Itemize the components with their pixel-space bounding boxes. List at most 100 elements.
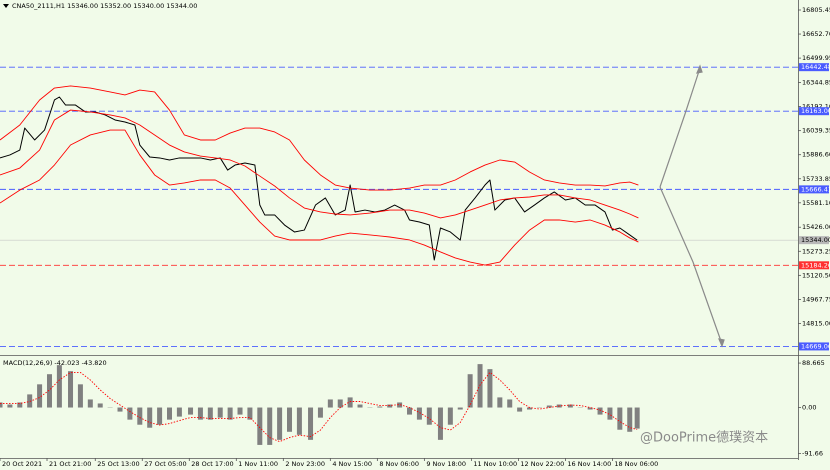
histogram-bar (517, 407, 523, 412)
y-tick-label: 15581.10 (802, 199, 830, 207)
histogram-bar (377, 406, 383, 408)
chart-title: CNA50_2111,H1 15346.00 15352.00 15340.00… (12, 2, 197, 10)
histogram-bar (277, 407, 283, 440)
histogram-bar (117, 407, 123, 412)
x-tick-label: 21 Oct 21:00 (49, 460, 91, 468)
y-tick-label: 15886.60 (802, 151, 830, 159)
histogram-bar (157, 407, 163, 425)
histogram-bar (357, 404, 363, 408)
histogram-bar (407, 407, 413, 415)
plot-area: 16805.45 16652.70 16499.95 16344.85 16192.10… (0, 6, 830, 468)
menu-icon[interactable] (3, 4, 9, 8)
histogram-bar (597, 407, 603, 415)
x-tick-label: 9 Nov 18:00 (426, 460, 466, 468)
histogram-bar (197, 407, 203, 420)
level-tag (799, 185, 829, 194)
y-tick-label: -91.66 (802, 449, 823, 457)
histogram-bar (308, 407, 314, 440)
histogram-bar (217, 407, 223, 418)
histogram-bar (587, 407, 593, 410)
last-price-label: 15344.00 (801, 236, 830, 244)
histogram-bar (607, 407, 613, 420)
histogram-bar (77, 384, 83, 408)
histogram-bar (426, 407, 432, 425)
x-tick-label: 12 Nov 22:00 (520, 460, 564, 468)
histogram-bar (137, 407, 143, 425)
histogram-bar (546, 405, 552, 408)
level-tag (799, 107, 829, 116)
histogram-bar (227, 407, 233, 420)
watermark: @DooPrime德璞资本 (640, 431, 768, 446)
histogram-bar (397, 402, 403, 408)
histogram-bar (207, 407, 213, 420)
y-tick-label: 15426.00 (802, 223, 830, 231)
histogram-bar (527, 407, 533, 410)
histogram-bar (147, 407, 153, 428)
y-tick-label: 16344.85 (802, 79, 830, 87)
y-tick-label: 16192.10 (802, 103, 830, 111)
histogram-bar (437, 407, 443, 440)
x-tick-label: 27 Oct 05:00 (144, 460, 186, 468)
y-tick-label: 14815.00 (802, 319, 830, 327)
y-tick-label: 16039.35 (802, 127, 830, 135)
histogram-bar (87, 399, 93, 408)
histogram-bar (257, 407, 263, 445)
histogram-bar (56, 365, 62, 408)
histogram-bar (457, 407, 463, 410)
histogram-bar (416, 407, 422, 420)
histogram-bar (627, 407, 633, 432)
arrow-down (659, 186, 723, 345)
histogram-bar (337, 399, 343, 408)
y-tick-label: 15120.50 (802, 271, 830, 279)
histogram-bar (166, 407, 172, 420)
histogram-bar (7, 404, 13, 408)
histogram-bar (267, 407, 273, 445)
level-label: 15666.41 (801, 185, 830, 193)
y-tick-label: 15733.85 (802, 175, 830, 183)
price-line (0, 96, 638, 261)
histogram-bar (447, 407, 453, 425)
histogram-bar (287, 407, 293, 432)
histogram-bar (68, 371, 74, 408)
histogram-bar (296, 407, 302, 435)
histogram-bar (387, 404, 393, 408)
arrow-up (659, 67, 701, 188)
signal-line (0, 371, 638, 443)
histogram-bar (176, 407, 182, 417)
x-tick-label: 20 Oct 2021 (2, 460, 42, 468)
x-tick-label: 18 Nov 06:00 (614, 460, 658, 468)
y-tick-label: 0.00 (802, 404, 816, 412)
histogram-bar (487, 369, 493, 408)
histogram-bar (497, 397, 503, 408)
histogram-bar (37, 384, 43, 408)
arrow-head (717, 338, 725, 348)
histogram-bar (46, 374, 52, 408)
band-line (0, 109, 639, 219)
histogram-bar (617, 407, 623, 430)
histogram-bar (567, 404, 573, 408)
y-tick-label: 16652.70 (802, 30, 830, 38)
x-tick-label: 11 Nov 10:00 (473, 460, 517, 468)
x-tick-label: 25 Oct 13:00 (97, 460, 139, 468)
histogram-bar (188, 407, 194, 415)
y-tick-label: 14967.75 (802, 295, 830, 303)
level-label: 16163.00 (801, 107, 830, 115)
histogram-bar (127, 407, 133, 420)
y-tick-label: 16805.45 (802, 6, 830, 14)
x-tick-label: 16 Nov 14:00 (567, 460, 611, 468)
indicator-title: MACD(12,26,9) -42.023 -43.820 (3, 359, 107, 367)
histogram-bar (634, 407, 640, 429)
histogram-bar (97, 403, 103, 408)
y-tick-label: 16499.95 (802, 54, 830, 62)
histogram-bar (0, 402, 3, 408)
histogram-bar (247, 407, 253, 420)
band-line (0, 129, 639, 266)
last-price-tag (799, 236, 829, 245)
level-label: 14669.06 (801, 342, 830, 350)
histogram-bar (327, 399, 333, 408)
projection-arrows (659, 64, 725, 348)
histogram-bar (17, 402, 23, 408)
